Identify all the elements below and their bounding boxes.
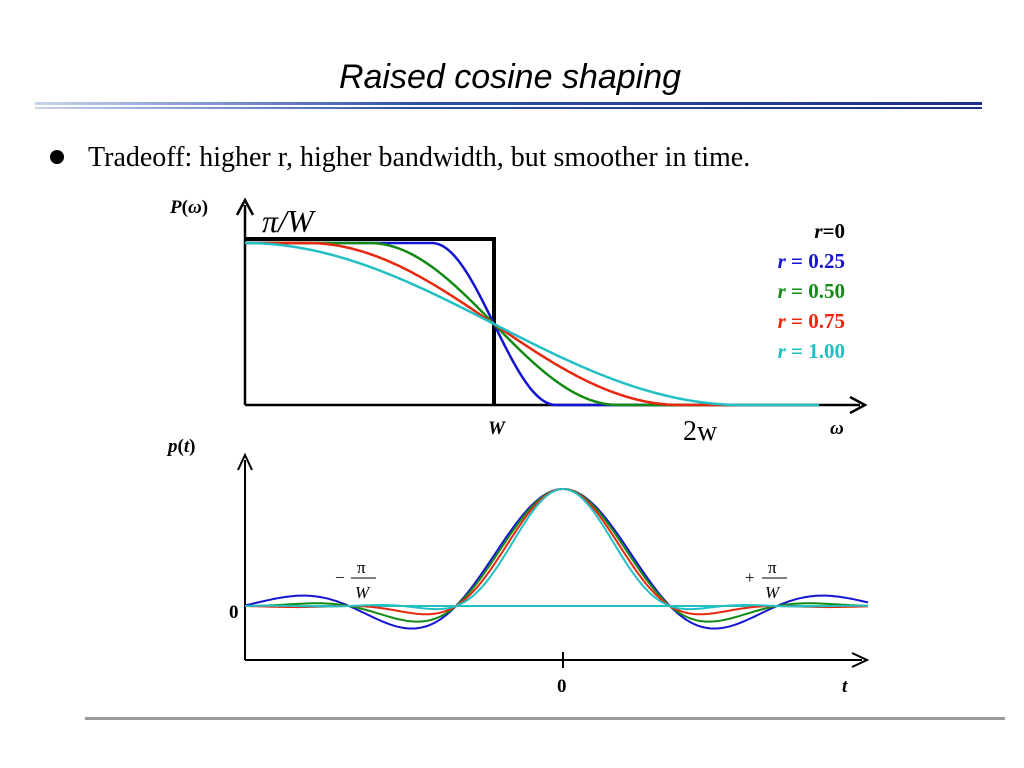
legend-text: = 0.75 bbox=[786, 309, 845, 333]
ideal-spectrum bbox=[245, 237, 496, 405]
zero-x-label: 0 bbox=[557, 676, 567, 697]
legend-symbol: r bbox=[778, 339, 787, 363]
spectrum-curve bbox=[245, 241, 819, 407]
spectrum-curve bbox=[245, 241, 819, 407]
legend: r=0r = 0.25r = 0.50r = 0.75r = 1.00 bbox=[778, 219, 845, 363]
legend-entry: r = 0.50 bbox=[778, 279, 845, 303]
header-rule bbox=[35, 102, 982, 105]
pulse-y-label: p(t) bbox=[166, 436, 195, 457]
spectrum-axes bbox=[235, 197, 868, 415]
legend-symbol: r bbox=[778, 279, 787, 303]
spectrum-y-label: P(ω) bbox=[169, 197, 208, 218]
height-label: π/W bbox=[262, 203, 317, 239]
legend-entry: r=0 bbox=[814, 219, 845, 243]
footer-rule bbox=[85, 717, 1005, 720]
spectrum-curve bbox=[245, 241, 819, 407]
legend-text: = 0.25 bbox=[786, 249, 845, 273]
header-rule bbox=[35, 107, 982, 109]
legend-symbol: r bbox=[778, 309, 787, 333]
svg-text:W: W bbox=[355, 583, 371, 602]
w2-label: 2w bbox=[683, 416, 718, 447]
legend-symbol: r bbox=[778, 249, 787, 273]
legend-symbol: r bbox=[814, 219, 823, 243]
spectrum-curves bbox=[245, 237, 819, 407]
right-mark: + π W bbox=[745, 558, 787, 602]
bullet-text: Tradeoff: higher r, higher bandwidth, bu… bbox=[88, 142, 750, 173]
legend-entry: r = 0.25 bbox=[778, 249, 845, 273]
svg-text:π: π bbox=[357, 558, 366, 577]
omega-label: ω bbox=[830, 418, 844, 439]
svg-text:W: W bbox=[765, 583, 781, 602]
t-label: t bbox=[842, 676, 848, 697]
pulse-curves bbox=[245, 488, 869, 630]
zero-y-label: 0 bbox=[229, 602, 239, 623]
pulse-curve bbox=[245, 488, 868, 611]
legend-text: = 0.50 bbox=[786, 279, 845, 303]
spectrum-curve bbox=[245, 241, 819, 407]
slide-title: Raised cosine shaping bbox=[339, 58, 681, 96]
left-mark: − π W bbox=[335, 558, 376, 602]
pulse-axes bbox=[237, 452, 870, 668]
svg-text:π: π bbox=[768, 558, 777, 577]
svg-text:+: + bbox=[745, 568, 755, 587]
legend-text: =0 bbox=[823, 219, 845, 243]
svg-text:−: − bbox=[335, 568, 345, 587]
legend-entry: r = 1.00 bbox=[778, 339, 845, 363]
legend-text: = 1.00 bbox=[786, 339, 845, 363]
w-label: W bbox=[488, 418, 506, 439]
legend-entry: r = 0.75 bbox=[778, 309, 845, 333]
bullet-dot bbox=[50, 150, 64, 164]
